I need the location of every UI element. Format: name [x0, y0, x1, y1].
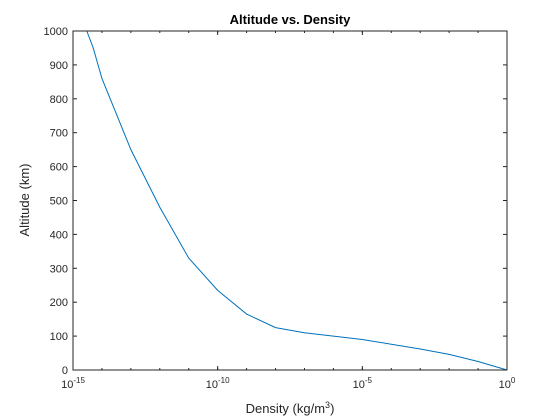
y-tick-label: 500	[50, 196, 68, 208]
y-tick-label: 800	[50, 94, 68, 106]
x-tick-label: 10-10	[206, 376, 230, 391]
x-tick-label: 10-5	[353, 376, 373, 391]
y-tick-label: 1000	[44, 26, 68, 38]
x-tick-label: 100	[499, 376, 516, 391]
chart-title: Altitude vs. Density	[230, 12, 351, 27]
y-axis-title: Altitude (km)	[17, 164, 32, 237]
y-tick-label: 700	[50, 128, 68, 140]
y-tick-label: 100	[50, 331, 68, 343]
y-tick-label: 900	[50, 60, 68, 72]
plot-area	[73, 31, 507, 370]
y-tick-label: 0	[62, 365, 68, 377]
y-tick-label: 300	[50, 263, 68, 275]
y-tick-label: 400	[50, 229, 68, 241]
x-axis-title: Density (kg/m3)	[246, 400, 335, 416]
y-tick-label: 200	[50, 297, 68, 309]
y-tick-label: 600	[50, 162, 68, 174]
x-tick-label: 10-15	[61, 376, 85, 391]
